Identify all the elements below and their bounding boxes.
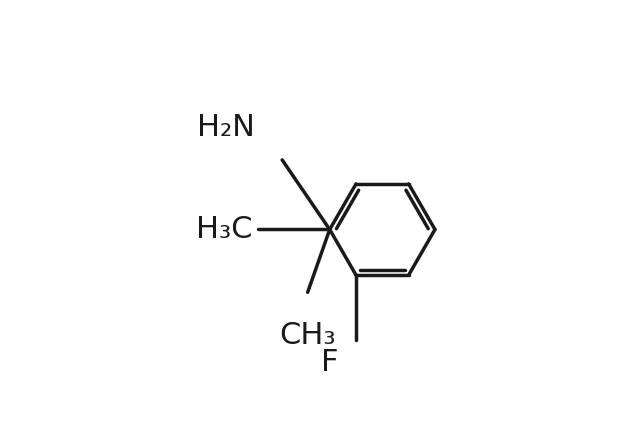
Text: H₂N: H₂N — [197, 113, 255, 142]
Text: F: F — [321, 348, 339, 377]
Text: H₃C: H₃C — [196, 215, 252, 244]
Text: CH₃: CH₃ — [280, 321, 336, 350]
